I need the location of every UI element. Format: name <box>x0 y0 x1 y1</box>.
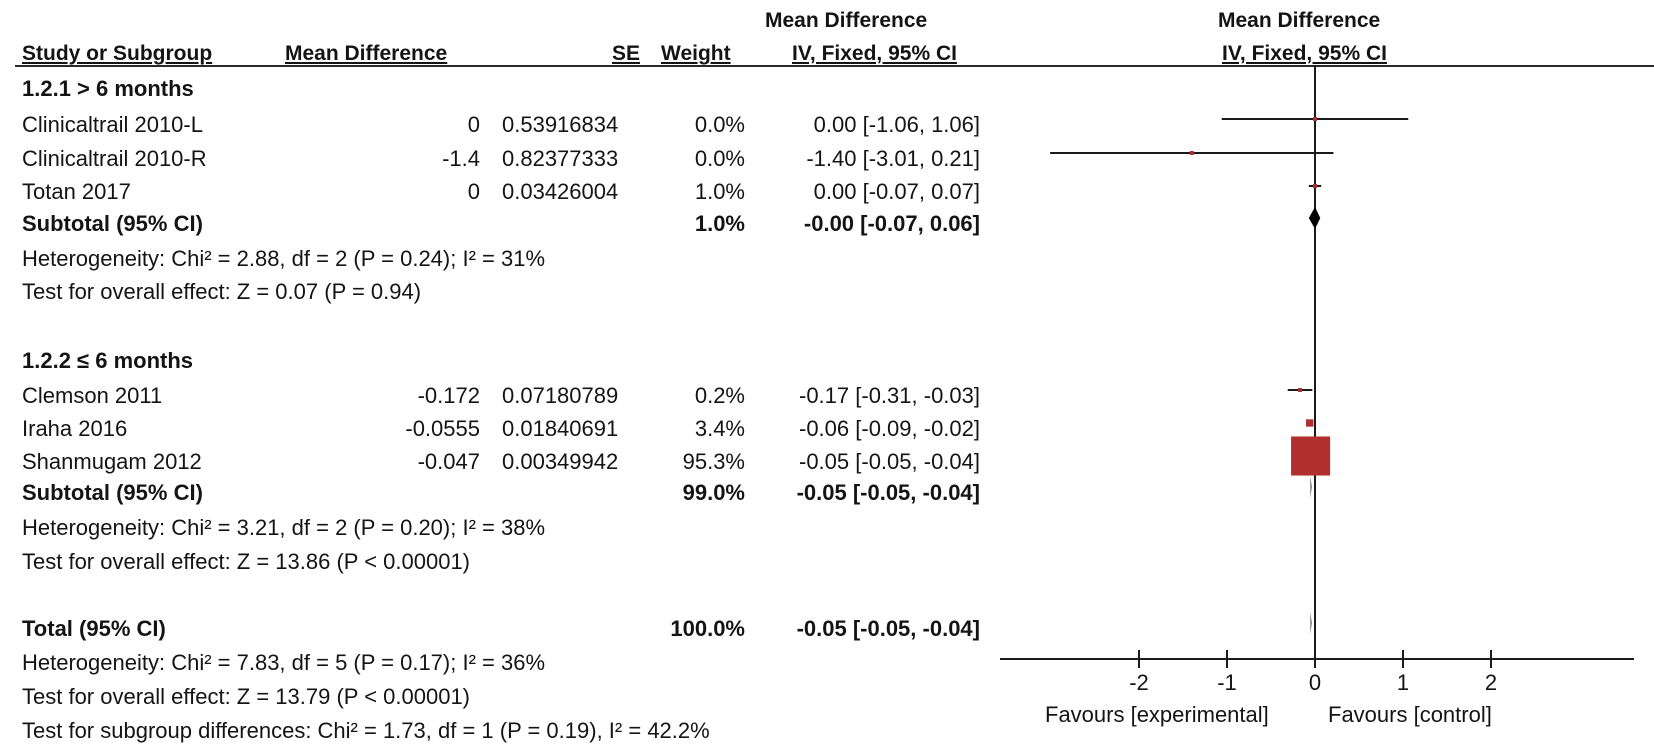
study-marker <box>1298 388 1303 392</box>
study-md: -0.172 <box>417 383 480 408</box>
study-name: Clemson 2011 <box>22 383 163 408</box>
group-title: 1.2.1 > 6 months <box>22 76 194 101</box>
study-weight: 0.0% <box>694 112 745 137</box>
study-se: 0.53916834 <box>502 112 619 137</box>
study-ci: 0.00 [-1.06, 1.06] <box>813 112 980 137</box>
study-name: Clinicaltrail 2010-L <box>22 112 203 137</box>
heterogeneity-text: Heterogeneity: Chi² = 3.21, df = 2 (P = … <box>22 515 546 540</box>
se-header: SE <box>611 42 640 65</box>
total-heterogeneity-text: Heterogeneity: Chi² = 7.83, df = 5 (P = … <box>22 650 546 675</box>
study-name: Totan 2017 <box>22 179 131 204</box>
subtotal-label: Subtotal (95% CI) <box>22 211 203 236</box>
study-se: 0.82377333 <box>502 146 619 171</box>
study-marker <box>1306 419 1314 427</box>
study-ci: -0.06 [-0.09, -0.02] <box>799 416 980 441</box>
subtotal-ci: -0.00 [-0.07, 0.06] <box>803 211 980 236</box>
x-tick-label: 0 <box>1309 670 1321 695</box>
study-weight: 95.3% <box>682 449 745 474</box>
subtotal-label: Subtotal (95% CI) <box>22 480 203 505</box>
study-ci: -1.40 [-3.01, 0.21] <box>806 146 980 171</box>
study-se: 0.01840691 <box>502 416 619 441</box>
study-md: 0 <box>467 179 480 204</box>
favours-experimental-label: Favours [experimental] <box>1045 702 1269 727</box>
summary-diamond <box>1310 612 1312 634</box>
study-weight: 3.4% <box>694 416 745 441</box>
total-ci: -0.05 [-0.05, -0.04] <box>796 616 980 641</box>
study-name: Shanmugam 2012 <box>22 449 202 474</box>
subtotal-ci: -0.05 [-0.05, -0.04] <box>796 480 980 505</box>
favours-control-label: Favours [control] <box>1328 702 1492 727</box>
plot-header-top: Mean Difference <box>1218 9 1381 32</box>
overall-effect-text: Test for overall effect: Z = 0.07 (P = 0… <box>22 279 422 304</box>
summary-diamond <box>1308 207 1321 229</box>
heterogeneity-text: Heterogeneity: Chi² = 2.88, df = 2 (P = … <box>22 246 546 271</box>
study-md: -1.4 <box>442 146 480 171</box>
study-ci: 0.00 [-0.07, 0.07] <box>813 179 980 204</box>
study-marker <box>1189 151 1194 155</box>
study-ci: -0.05 [-0.05, -0.04] <box>799 449 980 474</box>
study-marker <box>1291 436 1331 476</box>
study-se: 0.03426004 <box>502 179 619 204</box>
ci-header-bottom: IV, Fixed, 95% CI <box>792 42 957 65</box>
study-weight: 0.2% <box>694 383 745 408</box>
x-tick-label: -1 <box>1217 670 1237 695</box>
study-md: -0.0555 <box>405 416 480 441</box>
study-name: Clinicaltrail 2010-R <box>22 146 207 171</box>
x-tick-label: 2 <box>1485 670 1497 695</box>
subtotal-weight: 1.0% <box>694 211 745 236</box>
plot-header-bottom: IV, Fixed, 95% CI <box>1222 42 1387 65</box>
study-se: 0.00349942 <box>502 449 619 474</box>
study-marker <box>1313 117 1317 121</box>
study-ci: -0.17 [-0.31, -0.03] <box>799 383 980 408</box>
ci-header-top: Mean Difference <box>765 9 928 32</box>
x-tick-label: 1 <box>1397 670 1409 695</box>
study-marker <box>1313 184 1317 188</box>
total-label: Total (95% CI) <box>22 616 166 641</box>
group-title: 1.2.2 ≤ 6 months <box>22 348 194 373</box>
total-overall-effect-text: Test for overall effect: Z = 13.79 (P < … <box>22 684 471 709</box>
study-md: -0.047 <box>417 449 480 474</box>
md-header: Mean Difference <box>285 42 448 65</box>
study-md: 0 <box>467 112 480 137</box>
study-name: Iraha 2016 <box>22 416 128 441</box>
study-weight: 1.0% <box>694 179 745 204</box>
overall-effect-text: Test for overall effect: Z = 13.86 (P < … <box>22 549 471 574</box>
study-weight: 0.0% <box>694 146 745 171</box>
weight-header: Weight <box>661 42 731 65</box>
subgroup-differences-text: Test for subgroup differences: Chi² = 1.… <box>22 718 710 743</box>
subtotal-weight: 99.0% <box>682 480 745 505</box>
study-header: Study or Subgroup <box>22 42 213 65</box>
header-rule <box>15 65 1654 67</box>
study-se: 0.07180789 <box>502 383 619 408</box>
total-weight: 100.0% <box>670 616 745 641</box>
summary-diamond <box>1310 476 1312 498</box>
x-tick-label: -2 <box>1129 670 1149 695</box>
